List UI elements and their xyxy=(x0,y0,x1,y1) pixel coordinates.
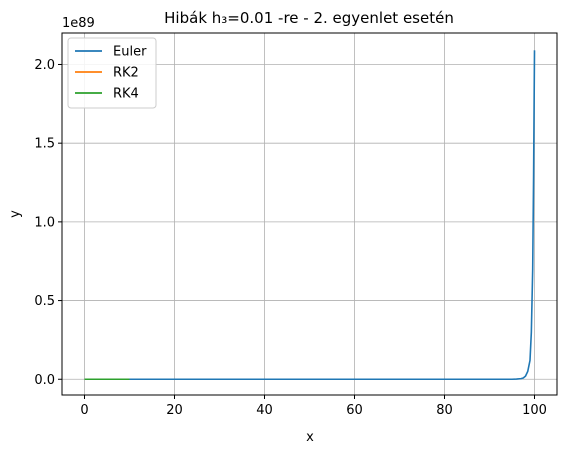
x-axis-label: x xyxy=(306,430,314,445)
x-axis: 0 20 40 60 80 100 xyxy=(80,395,547,418)
x-tick-label: 20 xyxy=(166,403,183,418)
x-tick-label: 80 xyxy=(436,403,453,418)
x-tick-label: 100 xyxy=(522,403,547,418)
x-tick-label: 40 xyxy=(256,403,273,418)
x-tick-label: 60 xyxy=(346,403,363,418)
x-tick-label: 0 xyxy=(80,403,88,418)
y-tick-label: 0.5 xyxy=(34,294,55,309)
legend-label-rk2: RK2 xyxy=(113,66,139,81)
y-tick-label: 0.0 xyxy=(34,373,55,388)
chart-title: Hibák h₃=0.01 -re - 2. egyenlet esetén xyxy=(164,9,454,27)
legend-label-euler: Euler xyxy=(113,45,147,60)
legend-label-rk4: RK4 xyxy=(113,87,139,102)
legend: Euler RK2 RK4 xyxy=(67,37,157,109)
plot-frame xyxy=(61,32,558,396)
series-line-euler xyxy=(84,50,536,381)
series-layer xyxy=(84,50,536,381)
y-axis-label: y xyxy=(8,210,23,218)
y-tick-label: 1.0 xyxy=(34,215,55,230)
y-offset-text: 1e89 xyxy=(62,16,95,31)
y-tick-label: 2.0 xyxy=(34,58,55,73)
legend-box xyxy=(67,37,157,109)
y-axis: 0.0 0.5 1.0 1.5 2.0 xyxy=(34,58,62,388)
y-tick-label: 1.5 xyxy=(34,137,55,152)
